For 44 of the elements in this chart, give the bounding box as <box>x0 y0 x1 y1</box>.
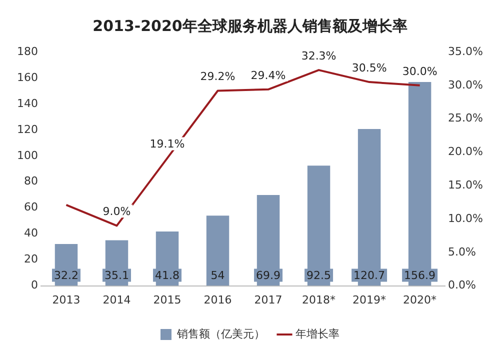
x-tick-label: 2020* <box>403 293 438 306</box>
y-tick-label: 0 <box>30 278 38 292</box>
y2-tick-label: 20.0% <box>448 145 484 158</box>
y-tick-label: 100 <box>16 148 38 162</box>
x-tick-label: 2015 <box>153 293 182 306</box>
data-label: 41.8 <box>155 269 180 282</box>
y2-tick-label: 10.0% <box>448 212 484 225</box>
data-label: 69.9 <box>256 269 281 282</box>
data-label: 30.0% <box>402 64 438 78</box>
x-tick-label: 2013 <box>52 293 80 306</box>
y2-tick-label: 35.0% <box>448 44 484 58</box>
data-label: 120.7 <box>354 269 386 282</box>
y2-tick-label: 15.0% <box>448 178 484 192</box>
data-label: 9.0% <box>102 205 131 218</box>
data-label: 29.4% <box>250 68 286 82</box>
y-tick-label: 160 <box>16 70 38 84</box>
chart-title: 2013-2020年全球服务机器人销售额及增长率 <box>92 16 408 35</box>
data-label: 54 <box>210 269 225 282</box>
y-tick-label: 140 <box>16 96 38 110</box>
y-tick-label: 80 <box>24 174 38 188</box>
x-tick-label: 2016 <box>204 293 232 306</box>
data-label: 19.1% <box>150 138 185 151</box>
y2-tick-label: 5.0% <box>448 245 476 258</box>
x-tick-label: 2014 <box>102 293 131 306</box>
y2-tick-label: 25.0% <box>448 112 484 125</box>
legend-label: 销售额（亿美元） <box>176 327 265 340</box>
y-tick-label: 180 <box>16 44 38 58</box>
y-tick-label: 120 <box>16 122 38 136</box>
y-tick-label: 60 <box>24 200 38 214</box>
data-label: 32.3% <box>301 49 336 62</box>
legend-label: 年增长率 <box>296 327 340 340</box>
data-label: 29.2% <box>200 70 236 84</box>
x-tick-label: 2019* <box>352 293 387 306</box>
data-label: 30.5% <box>352 61 387 74</box>
y-tick-label: 20 <box>24 252 38 266</box>
y2-tick-label: 30.0% <box>448 78 484 92</box>
y-tick-label: 40 <box>24 226 38 240</box>
data-label: 92.5 <box>306 269 332 282</box>
x-tick-label: 2018* <box>302 293 336 306</box>
data-label: 35.1 <box>104 269 130 282</box>
data-label: 32.2 <box>54 269 78 282</box>
data-label: 156.9 <box>404 269 436 282</box>
y2-tick-label: 0.0% <box>448 278 476 292</box>
x-tick-label: 2017 <box>254 293 282 306</box>
